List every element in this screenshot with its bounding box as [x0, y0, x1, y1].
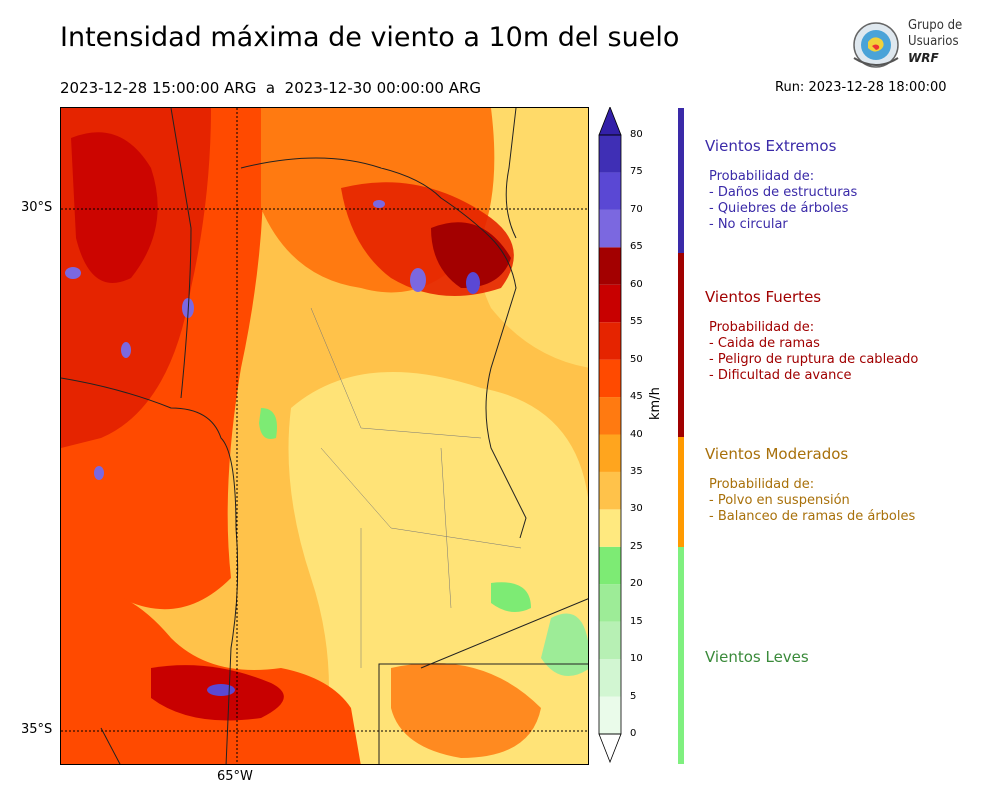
category-moderate: Vientos Moderados Probabilidad de: - Pol…: [705, 445, 915, 525]
colorbar-segment: [599, 397, 621, 435]
colorbar-segment: [599, 696, 621, 734]
category-moderate-desc: Probabilidad de: - Polvo en suspensión -…: [705, 477, 915, 525]
colorbar-segment: [599, 434, 621, 472]
wind-field-map: [61, 108, 588, 764]
category-extreme: Vientos Extremos Probabilidad de: - Daño…: [705, 137, 857, 233]
category-moderate-item-2: - Balanceo de ramas de árboles: [709, 509, 916, 524]
globe-logo-icon: [853, 22, 899, 68]
colorbar-tick-label: 60: [630, 278, 643, 290]
category-strong-item-3: - Dificultad de avance: [709, 368, 852, 383]
category-strong-item-1: - Caida de ramas: [709, 336, 820, 351]
colorbar-segment: [599, 247, 621, 285]
colorbar-tick-label: 50: [630, 353, 643, 365]
colorbar-segment: [599, 584, 621, 622]
lat-label-30s: 30°S: [21, 200, 53, 215]
colorbar-max-extend: [598, 105, 622, 136]
category-light: Vientos Leves: [705, 648, 809, 666]
colorbar-segment: [599, 546, 621, 585]
colorbar-tick-label: 25: [630, 540, 643, 552]
forecast-period: 2023-12-28 15:00:00 ARG a 2023-12-30 00:…: [60, 79, 482, 97]
category-moderate-title: Vientos Moderados: [705, 445, 849, 463]
colorbar-unit: km/h: [648, 387, 663, 420]
map-title: Intensidad máxima de viento a 10m del su…: [60, 22, 680, 53]
category-bar-light: [678, 547, 684, 764]
colorbar-tick-label: 5: [630, 690, 637, 702]
colorbar-segment: [599, 135, 621, 173]
colorbar-scale: [598, 105, 622, 764]
colorbar-min-extend: [598, 733, 622, 764]
category-bar-extreme: [678, 108, 684, 253]
category-strong: Vientos Fuertes Probabilidad de: - Caida…: [705, 288, 918, 384]
category-extreme-item-1: - Daños de estructuras: [709, 185, 858, 200]
lon-label-65w: 65°W: [217, 769, 253, 784]
colorbar-tick-label: 15: [630, 615, 643, 627]
category-bar: [678, 108, 684, 764]
colorbar-segment: [599, 284, 621, 323]
colorbar-tick-label: 30: [630, 503, 643, 515]
lat-label-35s: 35°S: [21, 722, 53, 737]
colorbar-tick-label: 75: [630, 166, 643, 178]
colorbar-tick-label: 45: [630, 391, 643, 403]
colorbar: 0 5 10 15 20 25 30 35 40 45 50 55 60 65 70 75 80: [598, 105, 678, 767]
colorbar-segment: [599, 359, 621, 398]
category-extreme-item-2: - Quiebres de árboles: [709, 201, 849, 216]
colorbar-segment: [599, 471, 621, 510]
logo-text-line2: Usuarios: [908, 34, 959, 49]
category-extreme-title: Vientos Extremos: [705, 137, 837, 155]
logo-text-line1: Grupo de: [908, 18, 963, 33]
colorbar-segment: [599, 172, 621, 210]
colorbar-segment: [599, 621, 621, 660]
colorbar-tick-label: 80: [630, 129, 643, 140]
colorbar-tick-label: 65: [630, 241, 643, 253]
category-extreme-item-3: - No circular: [709, 217, 788, 232]
colorbar-tick-label: 0: [630, 728, 637, 739]
category-strong-item-2: - Peligro de ruptura de cableado: [709, 352, 919, 367]
category-bar-strong: [678, 253, 684, 437]
colorbar-tick-label: 40: [630, 428, 643, 440]
colorbar-segment: [599, 509, 621, 547]
category-extreme-desc-title: Probabilidad de:: [709, 169, 815, 184]
category-bar-moderate: [678, 437, 684, 547]
colorbar-tick-label: 35: [630, 465, 643, 477]
colorbar-segment: [599, 209, 621, 248]
colorbar-outline: [598, 134, 622, 735]
category-moderate-item-1: - Polvo en suspensión: [709, 493, 850, 508]
colorbar-tick-label: 20: [630, 578, 643, 590]
category-strong-desc: Probabilidad de: - Caida de ramas - Peli…: [705, 320, 918, 384]
wind-map: [60, 107, 589, 765]
grupo-wrf-logo: Grupo de Usuarios WRF: [848, 18, 973, 74]
category-extreme-desc: Probabilidad de: - Daños de estructuras …: [705, 169, 857, 233]
run-time: Run: 2023-12-28 18:00:00: [775, 80, 947, 95]
colorbar-tick-label: 70: [630, 203, 643, 215]
logo-text-line3: WRF: [908, 51, 939, 65]
category-moderate-desc-title: Probabilidad de:: [709, 477, 815, 492]
colorbar-segment: [599, 659, 621, 697]
colorbar-tick-label: 10: [630, 653, 643, 665]
category-light-title: Vientos Leves: [705, 648, 809, 666]
colorbar-segment: [599, 322, 621, 360]
colorbar-tick-label: 55: [630, 316, 643, 328]
category-strong-desc-title: Probabilidad de:: [709, 320, 815, 335]
category-strong-title: Vientos Fuertes: [705, 288, 822, 306]
